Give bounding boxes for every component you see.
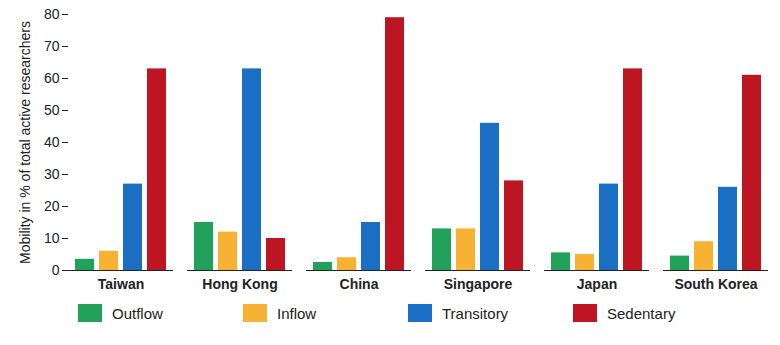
- svg-text:30: 30: [44, 166, 60, 182]
- svg-text:40: 40: [44, 134, 60, 150]
- svg-text:China: China: [340, 276, 379, 292]
- svg-text:70: 70: [44, 38, 60, 54]
- svg-text:Taiwan: Taiwan: [98, 276, 144, 292]
- svg-text:10: 10: [44, 230, 60, 246]
- svg-text:Japan: Japan: [577, 276, 617, 292]
- svg-text:50: 50: [44, 102, 60, 118]
- svg-text:South Korea: South Korea: [674, 276, 757, 292]
- svg-text:60: 60: [44, 70, 60, 86]
- html-text:Transitory: Transitory: [442, 304, 509, 322]
- svg-text:Singapore: Singapore: [444, 276, 513, 292]
- html-text:Sedentary: Sedentary: [607, 304, 676, 322]
- svg-text:0: 0: [52, 262, 60, 278]
- svg-text:80: 80: [44, 6, 60, 22]
- html-text:Inflow: Inflow: [277, 304, 317, 322]
- html-text:Outflow: Outflow: [112, 304, 163, 322]
- svg-text:Hong Kong: Hong Kong: [202, 276, 277, 292]
- svg-text:20: 20: [44, 198, 60, 214]
- svg-text:Mobility in % of total active: Mobility in % of total active researcher…: [17, 21, 33, 264]
